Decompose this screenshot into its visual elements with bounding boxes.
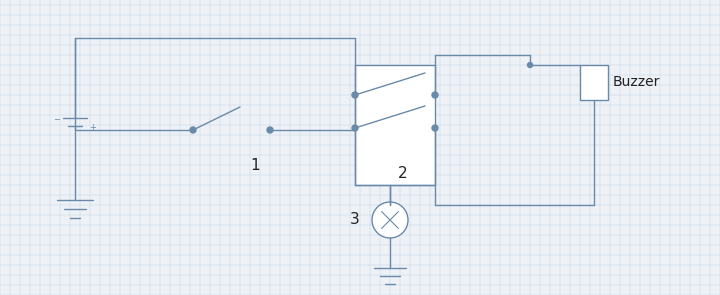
- Text: 3: 3: [350, 212, 360, 227]
- Text: Buzzer: Buzzer: [613, 76, 660, 89]
- Bar: [580, 65, 608, 100]
- Circle shape: [352, 92, 358, 98]
- Circle shape: [372, 202, 408, 238]
- Text: 2: 2: [398, 165, 408, 181]
- Text: −: −: [53, 116, 60, 124]
- Circle shape: [432, 125, 438, 131]
- Circle shape: [352, 125, 358, 131]
- Circle shape: [528, 63, 533, 68]
- Text: 1: 1: [250, 158, 260, 173]
- Bar: [355, 65, 435, 185]
- Circle shape: [190, 127, 196, 133]
- Text: +: +: [89, 124, 96, 132]
- Circle shape: [267, 127, 273, 133]
- Circle shape: [432, 92, 438, 98]
